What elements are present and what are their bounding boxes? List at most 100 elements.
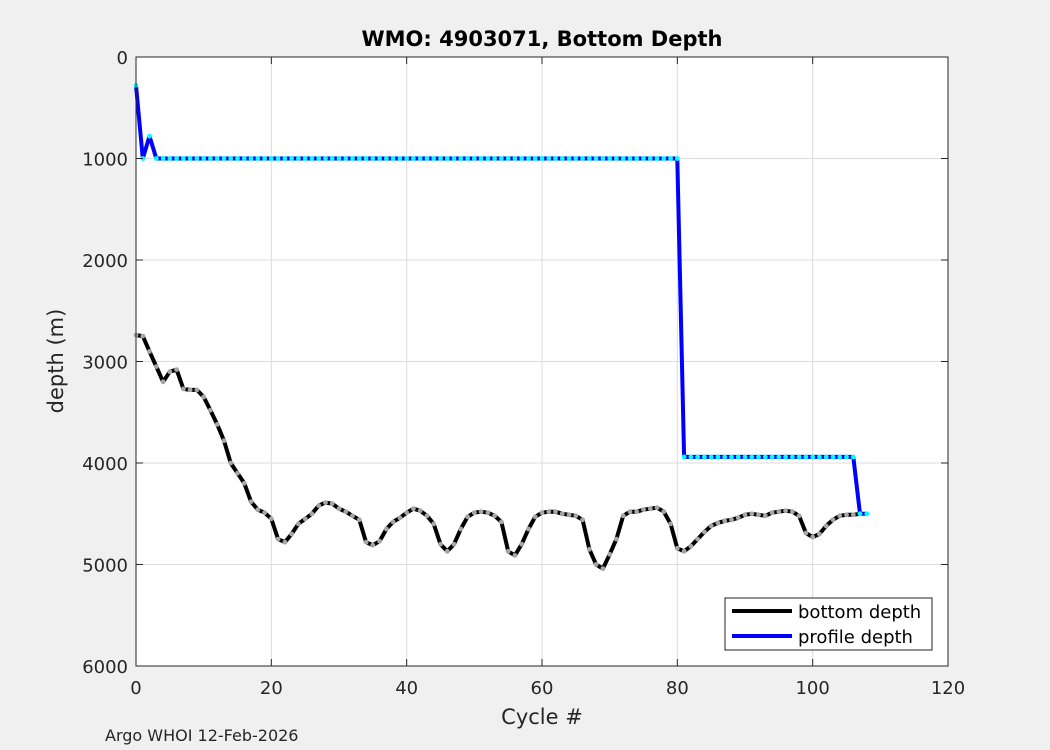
- data-point-bottom-depth: [715, 520, 721, 526]
- data-point-profile-depth: [553, 156, 558, 161]
- data-point-profile-depth: [492, 156, 497, 161]
- data-point-bottom-depth: [810, 534, 816, 540]
- data-point-bottom-depth: [187, 387, 193, 393]
- data-point-bottom-depth: [681, 548, 687, 554]
- data-point-bottom-depth: [160, 379, 166, 385]
- data-point-profile-depth: [201, 156, 207, 161]
- data-point-profile-depth: [627, 156, 633, 161]
- data-point-profile-depth: [566, 156, 572, 161]
- data-point-bottom-depth: [587, 546, 592, 552]
- data-point-bottom-depth: [228, 460, 234, 466]
- data-point-profile-depth: [850, 454, 856, 460]
- data-point-profile-depth: [181, 156, 186, 161]
- data-point-bottom-depth: [735, 515, 741, 521]
- x-tick-label: 100: [795, 678, 829, 699]
- x-tick-label: 80: [666, 678, 689, 699]
- data-point-bottom-depth: [553, 509, 558, 515]
- data-point-profile-depth: [208, 156, 213, 161]
- data-point-profile-depth: [221, 156, 227, 161]
- data-point-profile-depth: [275, 156, 281, 161]
- data-point-bottom-depth: [275, 536, 281, 542]
- data-point-bottom-depth: [411, 506, 416, 512]
- data-point-bottom-depth: [505, 548, 511, 554]
- data-point-profile-depth: [451, 156, 457, 161]
- data-point-bottom-depth: [742, 512, 748, 518]
- data-point-profile-depth: [634, 156, 640, 161]
- data-point-profile-depth: [661, 156, 667, 161]
- data-point-bottom-depth: [796, 513, 802, 519]
- data-point-bottom-depth: [282, 539, 288, 545]
- data-point-profile-depth: [485, 156, 491, 161]
- series-layer: [133, 83, 870, 571]
- x-tick-label: 60: [531, 678, 554, 699]
- data-point-bottom-depth: [268, 516, 274, 522]
- legend: bottom depth profile depth: [724, 597, 933, 651]
- data-point-bottom-depth: [708, 523, 714, 529]
- data-point-bottom-depth: [749, 511, 755, 517]
- data-point-profile-depth: [174, 156, 180, 161]
- data-point-profile-depth: [302, 156, 308, 161]
- data-point-bottom-depth: [654, 505, 660, 511]
- data-point-bottom-depth: [790, 509, 795, 515]
- data-point-bottom-depth: [343, 509, 349, 515]
- data-point-bottom-depth: [647, 506, 653, 512]
- data-point-bottom-depth: [593, 562, 599, 567]
- data-point-bottom-depth: [580, 517, 585, 523]
- data-point-bottom-depth: [512, 553, 518, 558]
- ticks: 0 20 40 60 80 100 120 0 1000 2000 3000 4000 5000 6000: [82, 48, 965, 699]
- data-point-profile-depth: [647, 156, 653, 161]
- data-point-bottom-depth: [485, 510, 491, 516]
- data-point-bottom-depth: [614, 536, 619, 542]
- data-point-profile-depth: [593, 156, 599, 161]
- data-point-bottom-depth: [384, 526, 389, 532]
- data-point-bottom-depth: [722, 518, 728, 524]
- data-point-profile-depth: [499, 156, 504, 161]
- data-point-profile-depth: [431, 156, 437, 161]
- data-point-profile-depth: [600, 156, 606, 161]
- legend-box: [724, 597, 933, 651]
- data-point-bottom-depth: [248, 499, 254, 504]
- data-point-bottom-depth: [336, 506, 342, 512]
- data-point-profile-depth: [438, 156, 443, 161]
- data-point-profile-depth: [255, 156, 261, 161]
- data-point-profile-depth: [248, 156, 254, 161]
- data-point-profile-depth: [573, 156, 579, 161]
- data-point-bottom-depth: [316, 503, 322, 508]
- data-point-profile-depth: [404, 156, 410, 161]
- data-point-bottom-depth: [289, 531, 294, 537]
- data-point-profile-depth: [187, 156, 193, 161]
- data-point-profile-depth: [343, 156, 349, 161]
- data-point-profile-depth: [674, 156, 680, 161]
- data-point-bottom-depth: [302, 516, 308, 522]
- data-point-bottom-depth: [492, 513, 497, 519]
- data-point-profile-depth: [681, 454, 687, 460]
- data-point-profile-depth: [702, 454, 707, 460]
- data-point-bottom-depth: [823, 523, 829, 529]
- data-point-profile-depth: [742, 454, 748, 460]
- data-point-profile-depth: [384, 156, 389, 161]
- data-point-bottom-depth: [573, 513, 579, 519]
- data-point-bottom-depth: [559, 511, 565, 517]
- data-point-bottom-depth: [478, 509, 484, 515]
- data-point-profile-depth: [614, 156, 619, 161]
- data-point-profile-depth: [370, 156, 376, 161]
- legend-label-profile-depth: profile depth: [798, 627, 913, 648]
- y-tick-label: 6000: [82, 657, 128, 678]
- data-point-profile-depth: [620, 156, 626, 161]
- data-point-profile-depth: [769, 454, 775, 460]
- data-point-profile-depth: [235, 156, 240, 161]
- data-point-profile-depth: [817, 454, 822, 460]
- data-point-bottom-depth: [661, 509, 667, 515]
- x-tick-label: 120: [931, 678, 965, 699]
- data-point-bottom-depth: [539, 510, 545, 516]
- data-point-bottom-depth: [241, 480, 247, 486]
- data-point-bottom-depth: [471, 510, 477, 516]
- data-point-bottom-depth: [208, 407, 213, 413]
- data-point-profile-depth: [160, 156, 166, 161]
- data-point-bottom-depth: [756, 512, 761, 518]
- data-point-bottom-depth: [221, 438, 227, 444]
- data-point-bottom-depth: [147, 349, 152, 354]
- data-point-profile-depth: [607, 156, 613, 161]
- data-point-bottom-depth: [458, 526, 464, 532]
- data-point-profile-depth: [756, 454, 761, 460]
